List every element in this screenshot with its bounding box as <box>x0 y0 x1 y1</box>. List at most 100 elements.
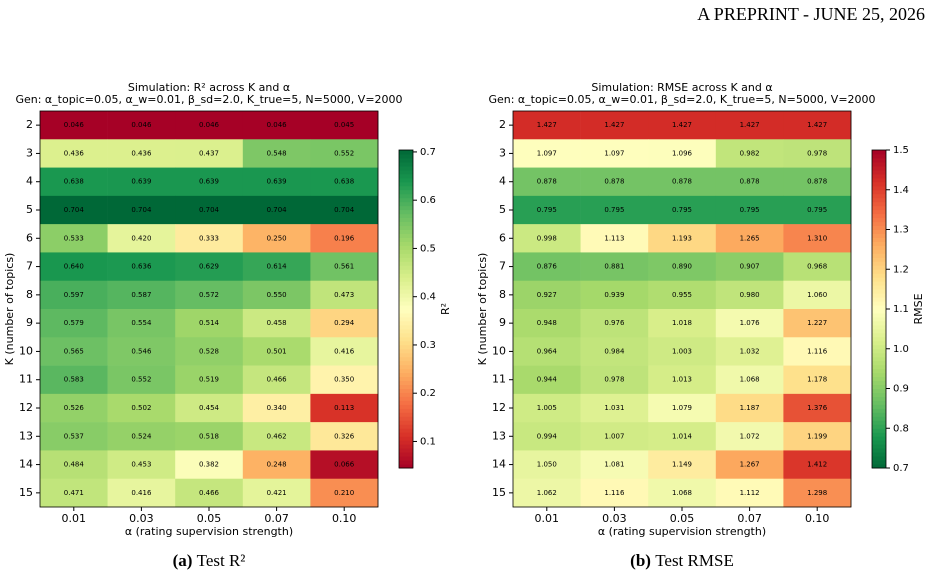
cell-label: 0.704 <box>267 206 288 214</box>
colorbar-segment <box>872 273 886 278</box>
cell-label: 0.466 <box>199 489 220 497</box>
colorbar-segment <box>399 432 413 437</box>
colorbar-segment <box>872 289 886 294</box>
heatmap-cell <box>310 337 379 366</box>
cell-label: 1.050 <box>537 461 557 469</box>
cell-label: 0.978 <box>604 376 624 384</box>
heatmap-cell <box>783 111 852 140</box>
cell-label: 0.502 <box>131 404 151 412</box>
colorbar-segment <box>399 225 413 230</box>
heatmap-cell <box>310 139 379 168</box>
cell-label: 0.454 <box>199 404 220 412</box>
colorbar-tick-label: 0.9 <box>893 384 909 395</box>
heatmap-cell <box>107 167 176 197</box>
colorbar-segment <box>872 344 886 350</box>
y-tick-label: 11 <box>19 373 33 386</box>
heatmap-cell <box>580 139 649 168</box>
heatmap-cell <box>175 167 244 197</box>
colorbar-segment <box>872 332 886 338</box>
cell-label: 1.060 <box>807 291 827 299</box>
cell-label: 0.636 <box>131 263 152 271</box>
cell-label: 0.046 <box>267 121 288 129</box>
y-tick-label: 7 <box>499 260 506 273</box>
colorbar-segment <box>399 245 413 250</box>
cell-label: 0.638 <box>64 178 84 186</box>
colorbar-segment <box>399 301 413 306</box>
heatmap-cell <box>242 224 311 253</box>
colorbar-tick-label: 0.5 <box>420 243 436 254</box>
cell-label: 1.265 <box>740 234 760 242</box>
heatmap-cell <box>242 365 311 395</box>
cell-label: 0.524 <box>131 432 152 440</box>
heatmap-cell <box>40 365 108 395</box>
colorbar-segment <box>399 364 413 370</box>
colorbar-segment <box>872 324 886 330</box>
colorbar-segment <box>399 153 413 159</box>
heatmap-cell <box>648 224 717 253</box>
colorbar-segment <box>399 193 413 199</box>
colorbar-segment <box>399 177 413 183</box>
colorbar-segment <box>872 261 886 266</box>
cell-label: 0.537 <box>64 432 84 440</box>
heatmap-cell <box>107 337 176 366</box>
heatmap-cell <box>648 252 717 282</box>
heatmap-cell <box>580 365 649 395</box>
colorbar-segment <box>872 364 886 370</box>
colorbar-segment <box>399 205 413 211</box>
colorbar-segment <box>399 412 413 417</box>
cell-label: 0.572 <box>199 291 219 299</box>
heatmap-cell <box>242 111 311 140</box>
cell-label: 1.116 <box>807 347 828 355</box>
heatmap-cell <box>175 450 244 480</box>
colorbar-label: RMSE <box>912 293 925 324</box>
cell-label: 0.795 <box>604 206 624 214</box>
heatmap-cell <box>648 139 717 168</box>
cell-label: 0.519 <box>199 376 219 384</box>
colorbar-segment <box>399 150 413 155</box>
cell-label: 1.427 <box>807 121 827 129</box>
colorbar-tick-label: 0.2 <box>420 388 436 399</box>
colorbar-segment <box>872 189 886 195</box>
cell-label: 0.514 <box>199 319 220 327</box>
colorbar-label: R² <box>439 303 452 315</box>
colorbar-segment <box>399 221 413 227</box>
colorbar-segment <box>872 249 886 254</box>
colorbar-segment <box>399 380 413 386</box>
colorbar-segment <box>872 161 886 167</box>
colorbar-segment <box>399 444 413 449</box>
heatmap-cell <box>40 139 108 168</box>
cell-label: 1.068 <box>672 489 692 497</box>
x-tick-label: 0.03 <box>129 512 154 525</box>
heatmap-cell <box>783 309 852 338</box>
heatmap-cell <box>107 422 176 451</box>
cell-label: 0.614 <box>267 263 288 271</box>
heatmap-cell <box>513 139 581 168</box>
caption: (a) Test R² <box>173 551 246 570</box>
colorbar-tick-label: 0.7 <box>420 147 436 158</box>
heatmap-cell <box>648 309 717 338</box>
y-tick-label: 15 <box>19 486 33 499</box>
heatmap-cell <box>40 450 108 480</box>
colorbar-segment <box>872 416 886 421</box>
heatmap-cell <box>715 393 784 423</box>
cell-label: 0.994 <box>537 432 558 440</box>
cell-label: 0.462 <box>267 432 287 440</box>
colorbar-segment <box>399 297 413 302</box>
heatmap-cell <box>715 309 784 338</box>
cell-label: 1.097 <box>537 149 557 157</box>
heatmap-cell <box>783 365 852 395</box>
cell-label: 0.501 <box>267 347 287 355</box>
colorbar-segment <box>872 197 886 203</box>
heatmap-cell <box>715 450 784 480</box>
cell-label: 1.072 <box>740 432 760 440</box>
colorbar-segment <box>399 456 413 461</box>
colorbar-segment <box>872 265 886 270</box>
colorbar-segment <box>872 193 886 199</box>
cell-label: 0.250 <box>267 234 287 242</box>
y-tick-label: 2 <box>499 118 506 131</box>
heatmap-cell <box>242 422 311 451</box>
cell-label: 0.526 <box>64 404 85 412</box>
y-tick-label: 12 <box>19 401 33 414</box>
colorbar-segment <box>399 217 413 223</box>
